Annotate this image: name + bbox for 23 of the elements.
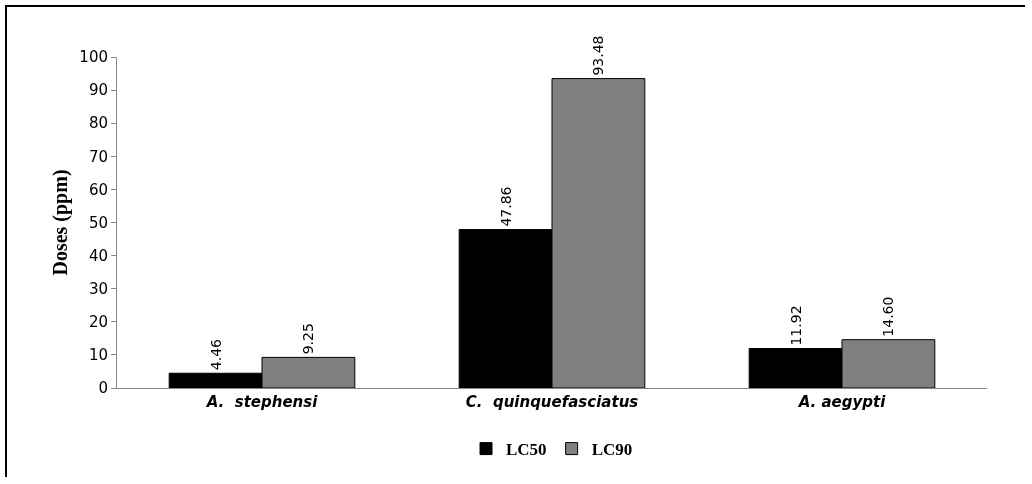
data-label: 93.48: [590, 35, 607, 76]
y-tick-label: 50: [88, 213, 108, 232]
data-label: 4.46: [207, 338, 224, 371]
x-tick-label: A. aegypti: [797, 393, 887, 411]
data-label: 9.25: [300, 323, 317, 355]
y-tick-label: 100: [79, 48, 108, 67]
y-axis-title: Doses (ppm): [49, 169, 72, 276]
y-tick-label: 60: [88, 180, 108, 199]
y-tick-label: 70: [88, 147, 108, 166]
y-tick-label: 10: [88, 346, 108, 365]
y-tick-label: 0: [98, 379, 108, 398]
y-tick-label: 40: [88, 246, 108, 265]
y-tick-label: 90: [88, 81, 108, 100]
y-tick-label: 20: [88, 313, 108, 332]
x-tick-label: A. stephensi: [205, 393, 319, 411]
y-tick-label: 80: [88, 114, 108, 133]
legend-label: LC90: [591, 440, 633, 460]
legend-label: LC50: [506, 440, 547, 460]
data-label: 47.86: [497, 186, 514, 227]
data-label: 11.92: [787, 305, 804, 346]
data-label: 14.60: [880, 296, 897, 337]
y-tick-label: 30: [88, 279, 108, 298]
x-tick-label: C. quinquefasciatus: [465, 393, 639, 411]
